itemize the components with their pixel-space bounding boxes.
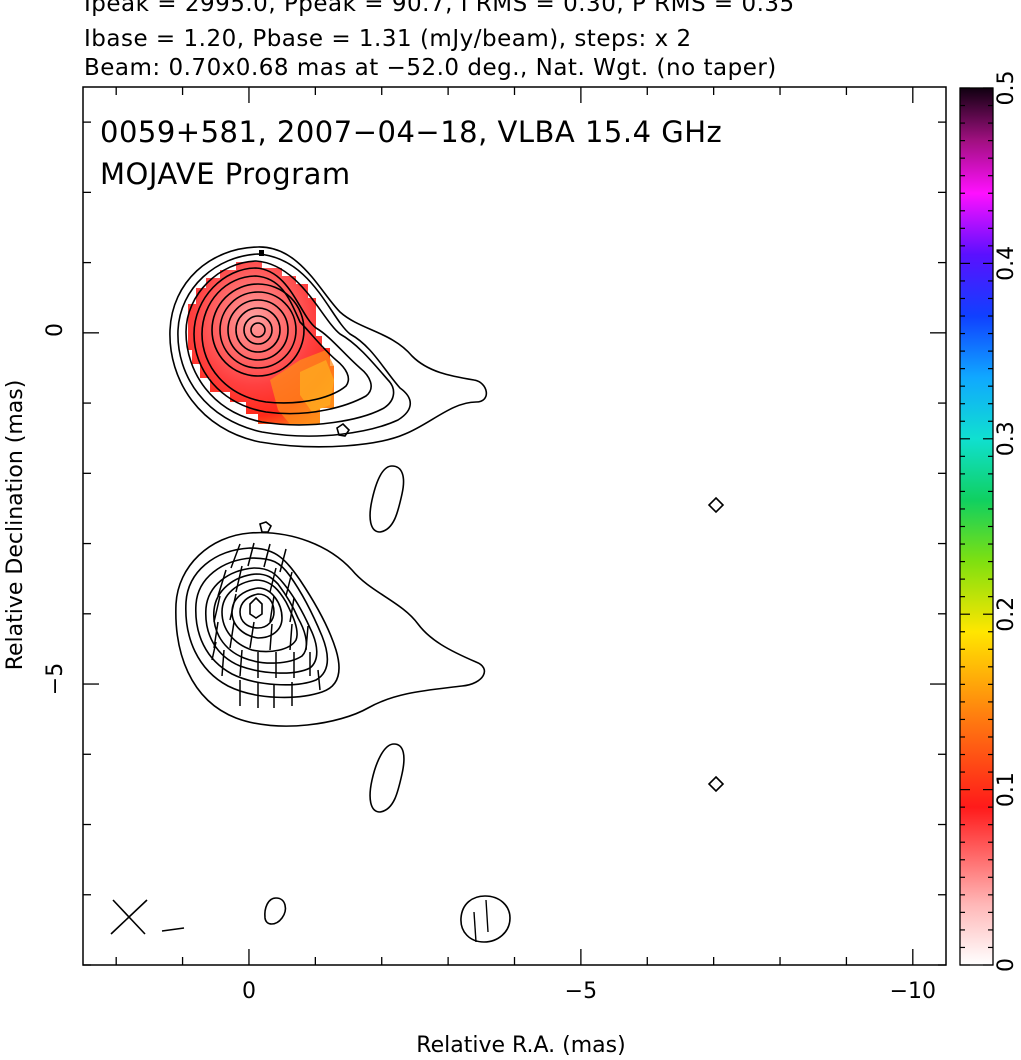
y-tick-label: 0 — [43, 323, 68, 337]
colorbar-label: 0.3 — [994, 421, 1019, 456]
evpa-vectors — [211, 542, 321, 708]
contours-isolated — [264, 465, 725, 943]
y-tick-label: −5 — [43, 663, 68, 695]
y-axis-label: Relative Declination (mas) — [3, 380, 28, 671]
colorbar-ticks — [960, 87, 993, 966]
plot-frame — [82, 86, 947, 966]
colorbar-label: 0.5 — [994, 71, 1019, 106]
peak-marker — [259, 250, 264, 256]
x-tick-label: −5 — [565, 979, 597, 1004]
colorbar-label: 0.2 — [994, 597, 1019, 632]
map-title: 0059+581, 2007−04−18, VLBA 15.4 GHz — [100, 115, 722, 149]
evpa-scale-bar — [161, 927, 185, 932]
colorbar — [959, 87, 994, 966]
header-line-peaks: Ipeak = 2995.0, Ppeak = 90.7, I RMS = 0.… — [84, 0, 795, 17]
colorbar-label: 0.1 — [994, 772, 1019, 807]
x-tick-label: −10 — [890, 979, 936, 1004]
header-line-base: Ibase = 1.20, Pbase = 1.31 (mJy/beam), s… — [84, 26, 692, 52]
map-subtitle: MOJAVE Program — [100, 157, 351, 191]
colorbar-label: 0.4 — [994, 246, 1019, 281]
contours-core — [169, 246, 488, 448]
colorbar-labels: 0 0.1 0.2 0.3 0.4 0.5 — [994, 71, 1019, 973]
x-tick-label: 0 — [242, 979, 256, 1004]
header-line-beam: Beam: 0.70x0.68 mas at −52.0 deg., Nat. … — [84, 55, 777, 81]
colorbar-label: 0 — [994, 958, 1019, 972]
contours-image-2 — [175, 521, 486, 727]
x-axis-label: Relative R.A. (mas) — [416, 1033, 625, 1058]
beam-marker — [110, 899, 148, 935]
axis-ticks — [83, 87, 946, 966]
